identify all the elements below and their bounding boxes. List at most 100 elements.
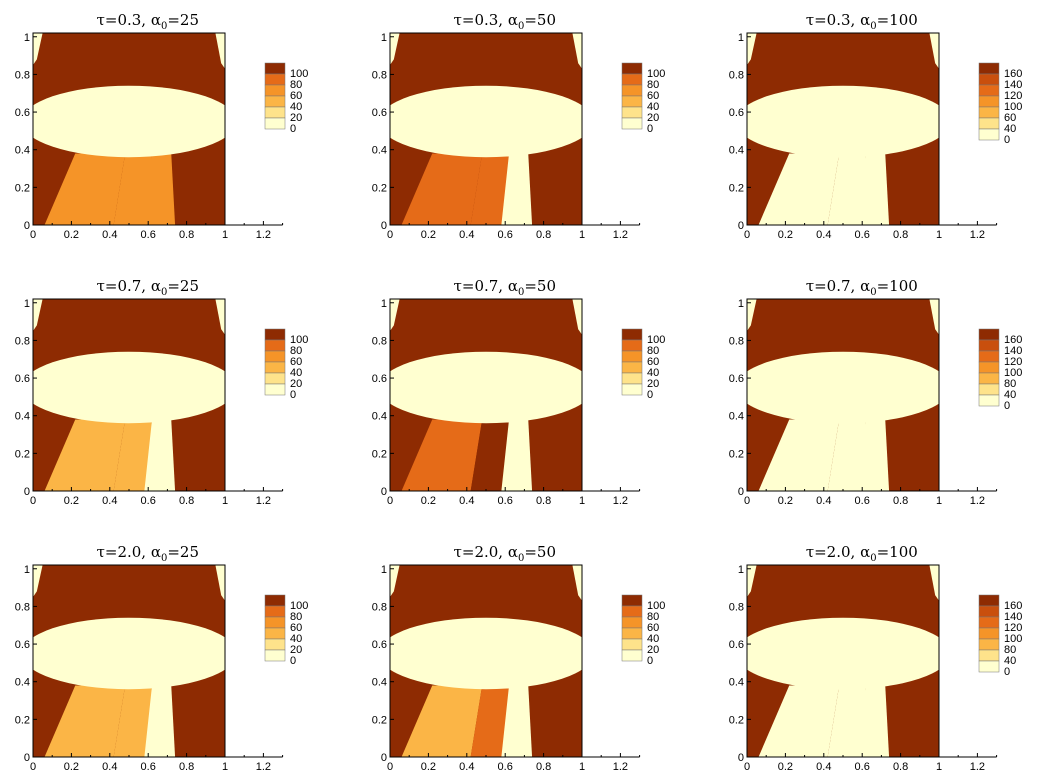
legend-label: 160: [1004, 334, 1022, 346]
y-tick-label: 0.6: [372, 373, 387, 385]
legend-swatch: [978, 350, 1000, 363]
y-tick-label: 0.2: [372, 448, 387, 460]
x-tick-label: 0.2: [64, 761, 79, 773]
legend-label: 100: [647, 334, 665, 346]
legend-swatch: [621, 73, 643, 86]
legend-swatch: [978, 339, 1000, 352]
corner-patch-left: [747, 299, 757, 331]
panel-title: τ=0.7, α0=100: [806, 277, 918, 298]
lower-region-middle: [470, 153, 510, 225]
lower-region-right: [501, 685, 533, 757]
y-tick-label: 0.8: [729, 335, 744, 347]
panel-3: 0 0.2 0.4 0.6 0.8 1 1.2 0 0.2 0.4 0.6 0.8 1 τ=0.7, α0…: [15, 277, 309, 507]
y-tick-label: 0.2: [372, 182, 387, 194]
y-tick-label: 0.2: [729, 182, 744, 194]
lower-region-left: [758, 685, 840, 757]
x-tick-label: 1.2: [256, 761, 271, 773]
legend-swatch: [264, 383, 286, 396]
legend-swatch: [264, 649, 286, 662]
central-ellipse: [390, 351, 582, 424]
y-tick-label: 0.4: [15, 411, 30, 423]
y-tick-label: 0.4: [372, 411, 387, 423]
legend-swatch: [621, 350, 643, 363]
x-tick-label: 0.8: [893, 495, 908, 507]
legend-label: 60: [290, 90, 302, 102]
x-tick-label: 0.6: [498, 761, 513, 773]
y-tick-label: 1: [24, 564, 30, 576]
legend-swatch: [621, 117, 643, 130]
legend-swatch: [978, 95, 1000, 108]
x-tick-label: 0: [387, 761, 393, 773]
lower-region-middle: [827, 685, 867, 757]
panel-5: 0 0.2 0.4 0.6 0.8 1 1.2 0 0.2 0.4 0.6 0.8 1 τ=0.7, α0…: [729, 277, 1023, 507]
central-ellipse: [33, 617, 225, 690]
x-tick-label: 0.2: [778, 495, 793, 507]
legend-label: 80: [647, 79, 659, 91]
plot-area: [33, 565, 225, 757]
panel-title: τ=2.0, α0=25: [97, 543, 199, 564]
panel-title: τ=2.0, α0=100: [806, 543, 918, 564]
corner-patch-left: [390, 33, 400, 65]
legend-swatch: [621, 649, 643, 662]
legend-label: 40: [290, 633, 302, 645]
x-tick-label: 0.8: [536, 495, 551, 507]
panel-title: τ=0.3, α0=100: [806, 11, 918, 32]
legend-label: 20: [290, 378, 302, 390]
x-tick-label: 0.8: [893, 761, 908, 773]
legend-label: 140: [1004, 345, 1022, 357]
y-tick-label: 0.8: [372, 69, 387, 81]
y-tick-label: 0.4: [15, 677, 30, 689]
legend-label: 100: [1004, 367, 1022, 379]
legend-label: 40: [1004, 389, 1016, 401]
y-tick-label: 0.2: [15, 182, 30, 194]
panel-7: 0 0.2 0.4 0.6 0.8 1 1.2 0 0.2 0.4 0.6 0.8 1 τ=2.0, α0…: [372, 543, 666, 773]
legend-swatch: [264, 605, 286, 618]
y-tick-label: 0.4: [372, 145, 387, 157]
legend-label: 40: [290, 101, 302, 113]
y-tick-label: 0.8: [729, 69, 744, 81]
y-tick-label: 0: [738, 486, 744, 498]
y-tick-label: 1: [738, 564, 744, 576]
legend-swatch: [264, 328, 286, 341]
y-tick-label: 0: [24, 486, 30, 498]
legend-swatch: [621, 594, 643, 607]
legend-swatch: [264, 594, 286, 607]
legend-swatch: [621, 95, 643, 108]
legend-swatch: [978, 660, 1000, 673]
y-tick-label: 0.6: [15, 373, 30, 385]
legend-swatch: [978, 106, 1000, 119]
x-tick-label: 1.2: [613, 495, 628, 507]
y-tick-label: 0: [738, 752, 744, 764]
central-ellipse: [33, 85, 225, 158]
lower-region-right: [144, 685, 176, 757]
legend-label: 60: [290, 356, 302, 368]
legend-label: 20: [647, 112, 659, 124]
legend-label: 160: [1004, 68, 1022, 80]
x-tick-label: 0.2: [778, 229, 793, 241]
central-ellipse: [747, 617, 939, 690]
legend-swatch: [978, 361, 1000, 374]
legend-label: 20: [647, 378, 659, 390]
x-tick-label: 1.2: [613, 761, 628, 773]
y-tick-label: 0.8: [15, 69, 30, 81]
legend-swatch: [621, 372, 643, 385]
y-tick-label: 1: [24, 298, 30, 310]
x-tick-label: 0.4: [816, 495, 831, 507]
y-tick-label: 0.6: [729, 107, 744, 119]
corner-patch-left: [390, 565, 400, 597]
y-tick-label: 1: [381, 298, 387, 310]
lower-region-middle: [470, 419, 510, 491]
legend-swatch: [264, 627, 286, 640]
legend-label: 0: [1004, 400, 1010, 412]
y-tick-label: 0: [381, 220, 387, 232]
legend-label: 80: [290, 345, 302, 357]
central-ellipse: [747, 351, 939, 424]
corner-patch-right: [572, 299, 582, 335]
legend-label: 100: [647, 600, 665, 612]
legend-label: 80: [290, 79, 302, 91]
